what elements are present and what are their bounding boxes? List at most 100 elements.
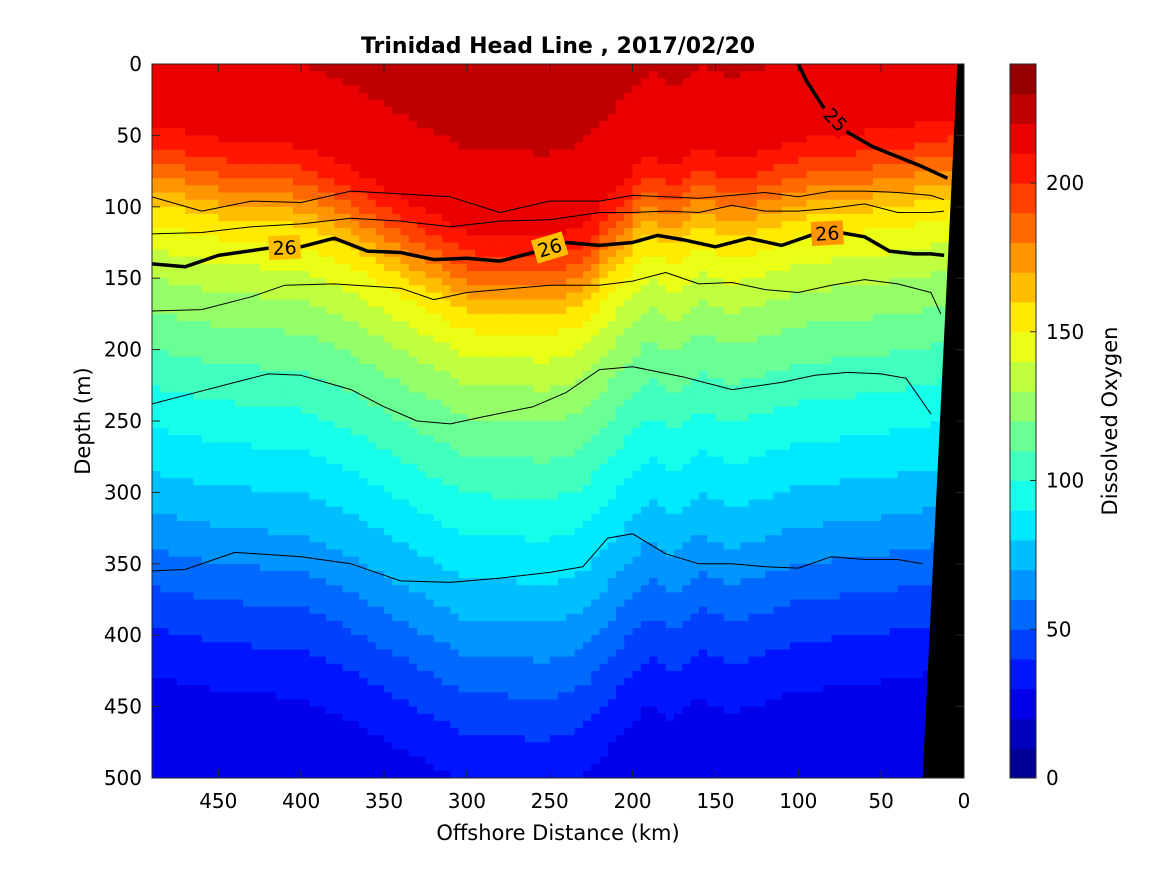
field-cell [276, 428, 286, 436]
field-cell [558, 599, 567, 608]
field-cell [334, 78, 344, 87]
field-cell [458, 328, 468, 336]
field-cell [524, 735, 534, 743]
field-cell [359, 356, 369, 365]
field-cell [524, 85, 534, 94]
field-cell [425, 399, 435, 408]
field-cell [466, 299, 476, 308]
field-cell [516, 678, 526, 686]
field-cell [160, 570, 170, 579]
field-cell [152, 206, 161, 215]
field-cell [508, 663, 518, 672]
field-cell [259, 556, 269, 565]
field-cell [326, 428, 335, 436]
field-cell [475, 142, 485, 151]
field-cell [375, 163, 385, 172]
field-cell [558, 128, 567, 136]
field-cell [400, 106, 410, 115]
field-cell [549, 171, 559, 179]
field-cell [185, 742, 195, 751]
field-cell [326, 249, 335, 258]
field-cell [317, 570, 327, 579]
field-cell [309, 292, 319, 301]
field-cell [466, 585, 476, 593]
field-cell [226, 271, 236, 279]
field-cell [334, 735, 344, 743]
field-cell [193, 149, 203, 158]
field-cell [483, 335, 493, 344]
field-cell [516, 163, 526, 172]
field-cell [417, 313, 427, 322]
field-cell [450, 342, 460, 351]
field-cell [417, 192, 427, 201]
field-cell [433, 478, 443, 486]
field-cell [417, 299, 427, 308]
field-cell [384, 328, 393, 336]
field-cell [210, 206, 219, 215]
field-cell [384, 128, 393, 136]
field-cell [317, 213, 327, 222]
field-cell [301, 620, 311, 629]
field-cell [549, 470, 559, 479]
field-cell [309, 742, 319, 751]
field-cell [350, 506, 360, 515]
field-cell [234, 663, 244, 672]
field-cell [458, 235, 468, 244]
field-cell [400, 135, 410, 144]
field-cell [276, 656, 286, 665]
field-cell [176, 421, 186, 429]
field-cell [210, 406, 219, 415]
field-cell [326, 356, 335, 365]
field-cell [533, 578, 543, 586]
field-cell [392, 342, 402, 351]
field-cell [359, 321, 369, 329]
field-cell [508, 735, 518, 743]
field-cell [524, 749, 534, 758]
field-cell [301, 449, 311, 458]
field-cell [334, 328, 344, 336]
field-cell [516, 106, 526, 115]
field-cell [334, 578, 344, 586]
field-cell [384, 278, 393, 286]
field-cell [259, 585, 269, 593]
field-cell [268, 749, 277, 758]
field-cell [483, 442, 493, 451]
field-cell [301, 663, 311, 672]
field-cell [500, 520, 509, 529]
field-cell [268, 742, 277, 751]
field-cell [276, 356, 286, 365]
field-cell [317, 506, 327, 515]
field-cell [210, 456, 219, 465]
field-cell [301, 92, 311, 101]
field-cell [292, 306, 302, 315]
field-cell [176, 335, 186, 344]
field-cell [375, 463, 385, 472]
field-cell [201, 599, 211, 608]
field-cell [400, 363, 410, 372]
field-cell [334, 528, 344, 536]
field-cell [276, 64, 286, 72]
field-cell [491, 249, 501, 258]
field-cell [309, 378, 319, 386]
field-cell [326, 592, 335, 601]
field-cell [176, 185, 186, 194]
field-cell [350, 392, 360, 401]
field-cell [500, 578, 509, 586]
field-cell [317, 99, 327, 108]
field-cell [524, 271, 534, 279]
field-cell [458, 699, 468, 708]
field-cell [309, 770, 319, 778]
field-cell [541, 578, 551, 586]
field-cell [417, 335, 427, 344]
field-cell [433, 742, 443, 751]
field-cell [508, 756, 518, 765]
field-cell [533, 99, 543, 108]
field-cell [475, 163, 485, 172]
field-cell [375, 78, 385, 87]
field-cell [276, 378, 286, 386]
field-cell [466, 306, 476, 315]
field-cell [367, 228, 377, 236]
field-cell [483, 699, 493, 708]
field-cell [326, 256, 335, 265]
field-cell [243, 335, 253, 344]
